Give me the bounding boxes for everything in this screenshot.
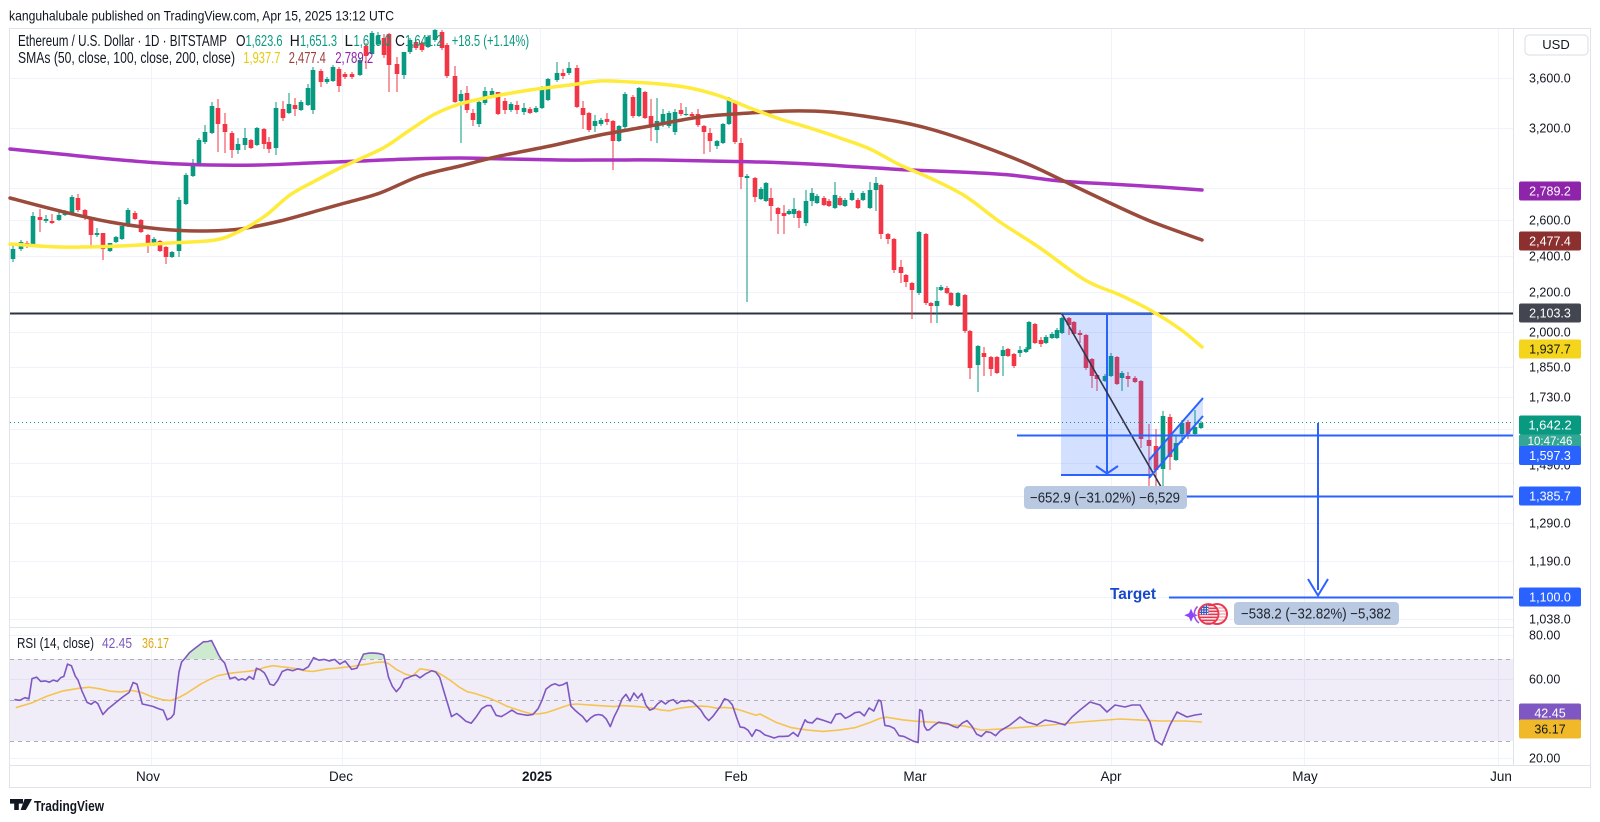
svg-text:L: L [345,33,354,50]
svg-text:Apr: Apr [1100,769,1122,784]
svg-text:2,200.0: 2,200.0 [1529,286,1571,300]
svg-text:USD: USD [1542,37,1569,52]
svg-text:C: C [395,33,405,50]
svg-text:−538.2 (−32.82%) −5,382: −538.2 (−32.82%) −5,382 [1241,607,1391,623]
svg-text:Ethereum / U.S. Dollar · 1D ·: Ethereum / U.S. Dollar · 1D · BITSTAMP [18,33,227,50]
svg-text:Target: Target [1110,586,1157,603]
svg-text:H: H [290,33,300,50]
svg-text:20.00: 20.00 [1529,752,1560,766]
svg-text:2,789.2: 2,789.2 [335,50,373,67]
svg-text:−652.9 (−31.02%) −6,529: −652.9 (−31.02%) −6,529 [1030,491,1180,507]
svg-text:Dec: Dec [329,769,353,784]
svg-text:SMAs (50, close, 100, close, 2: SMAs (50, close, 100, close, 200, close) [18,50,235,67]
svg-text:1,385.7: 1,385.7 [1529,490,1571,504]
svg-text:1,937.7: 1,937.7 [1529,343,1571,357]
svg-text:kanguhalubale published on Tra: kanguhalubale published on TradingView.c… [9,8,394,24]
svg-text:1,730.0: 1,730.0 [1529,391,1571,405]
svg-text:1,642.2: 1,642.2 [1528,418,1571,433]
svg-text:Jun: Jun [1490,769,1512,784]
svg-text:42.45: 42.45 [1534,707,1565,721]
svg-text:80.00: 80.00 [1529,629,1560,643]
svg-text:1,651.3: 1,651.3 [300,33,337,50]
svg-text:Nov: Nov [136,769,160,784]
svg-text:60.00: 60.00 [1529,673,1560,687]
svg-text:1,597.3: 1,597.3 [1529,449,1571,463]
svg-text:1,290.0: 1,290.0 [1529,517,1571,531]
svg-text:1,615.0: 1,615.0 [354,33,392,50]
svg-text:2,477.4: 2,477.4 [1529,235,1571,249]
svg-text:1,100.0: 1,100.0 [1529,591,1571,605]
svg-text:3,600.0: 3,600.0 [1529,72,1571,86]
svg-text:May: May [1292,769,1318,784]
svg-text:2,477.4: 2,477.4 [289,50,326,67]
svg-text:Feb: Feb [724,769,747,784]
svg-text:+18.5 (+1.14%): +18.5 (+1.14%) [452,33,529,50]
svg-text:Mar: Mar [903,769,927,784]
svg-text:1,850.0: 1,850.0 [1529,361,1571,375]
svg-text:1,937.7: 1,937.7 [243,50,280,67]
svg-text:10:47:46: 10:47:46 [1528,436,1573,448]
svg-text:1,190.0: 1,190.0 [1529,555,1571,569]
svg-text:1,038.0: 1,038.0 [1529,613,1571,627]
svg-text:2,400.0: 2,400.0 [1529,250,1571,264]
svg-text:2025: 2025 [522,769,553,784]
svg-text:2,000.0: 2,000.0 [1529,326,1571,340]
svg-text:2,600.0: 2,600.0 [1529,214,1571,228]
svg-text:1,641.2: 1,641.2 [405,33,443,50]
svg-text:3,200.0: 3,200.0 [1529,122,1571,136]
svg-text:1,623.6: 1,623.6 [246,33,283,50]
svg-text:42.45: 42.45 [102,635,132,652]
svg-text:RSI (14, close): RSI (14, close) [17,635,94,652]
svg-text:36.17: 36.17 [1534,723,1565,737]
svg-text:O: O [236,33,246,50]
svg-text:36.17: 36.17 [142,635,169,652]
svg-text:TradingView: TradingView [34,798,104,815]
svg-text:2,789.2: 2,789.2 [1529,185,1571,199]
svg-text:2,103.3: 2,103.3 [1529,307,1571,321]
